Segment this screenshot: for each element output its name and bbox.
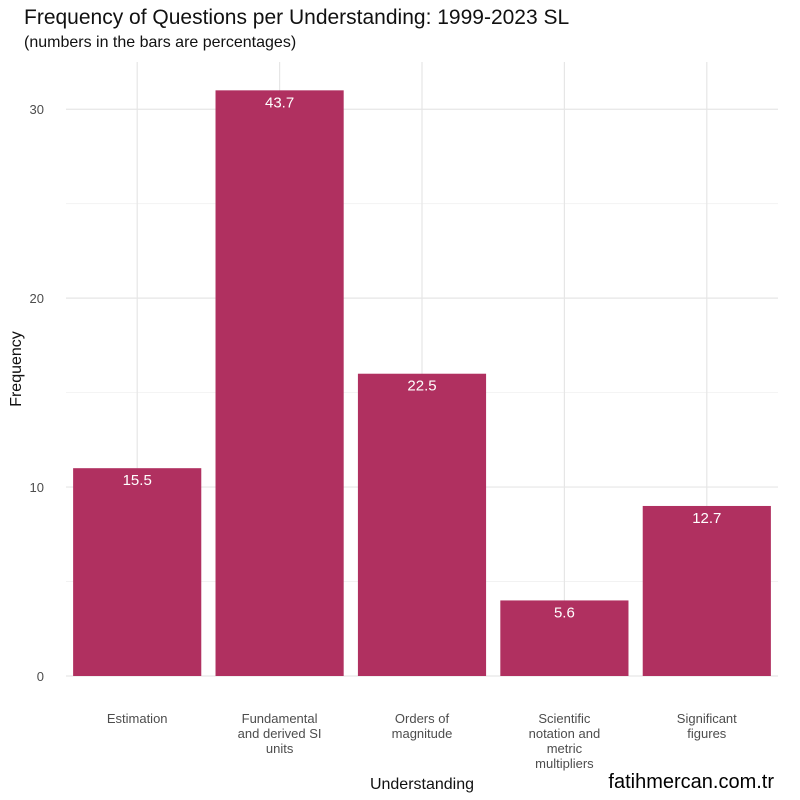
bar-value-label: 43.7: [265, 94, 294, 111]
y-tick-label: 0: [37, 669, 44, 684]
bar-value-label: 5.6: [554, 604, 575, 621]
bar-value-label: 22.5: [407, 378, 436, 395]
x-tick-label: Orders of magnitude: [392, 711, 453, 741]
x-tick-label: Fundamental and derived SI units: [238, 711, 322, 756]
x-tick-label-line: figures: [687, 726, 727, 741]
y-tick-label: 10: [30, 480, 44, 495]
bar: [215, 90, 344, 677]
x-tick-label: Scientific notation and metric multipliers: [529, 711, 601, 771]
y-tick-label: 30: [30, 102, 44, 117]
x-tick-label-line: multipliers: [535, 756, 594, 771]
bar: [500, 600, 629, 676]
x-tick-label-line: and derived SI: [238, 726, 322, 741]
x-tick-label-line: Fundamental: [242, 711, 318, 726]
bar: [642, 505, 771, 676]
x-tick-label-line: Orders of: [395, 711, 450, 726]
y-tick-label: 20: [30, 291, 44, 306]
x-tick-label: Estimation: [107, 711, 168, 726]
x-tick-label-line: Estimation: [107, 711, 168, 726]
bar-value-label: 15.5: [123, 472, 152, 489]
x-tick-label-line: Scientific: [538, 711, 591, 726]
bar: [357, 373, 487, 676]
chart-subtitle: (numbers in the bars are percentages): [24, 34, 297, 51]
watermark: fatihmercan.com.tr: [608, 771, 774, 793]
x-tick-label-line: Significant: [677, 711, 737, 726]
chart-title: Frequency of Questions per Understanding…: [24, 6, 570, 29]
x-axis-title: Understanding: [370, 776, 474, 793]
x-tick-label-line: metric: [547, 741, 583, 756]
x-tick-label-line: magnitude: [392, 726, 453, 741]
bar: [73, 468, 202, 676]
x-tick-label: Significant figures: [677, 711, 737, 741]
y-axis-title: Frequency: [8, 331, 25, 407]
x-tick-label-line: notation and: [529, 726, 601, 741]
x-tick-label-line: units: [266, 741, 294, 756]
bar-value-label: 12.7: [692, 510, 721, 527]
